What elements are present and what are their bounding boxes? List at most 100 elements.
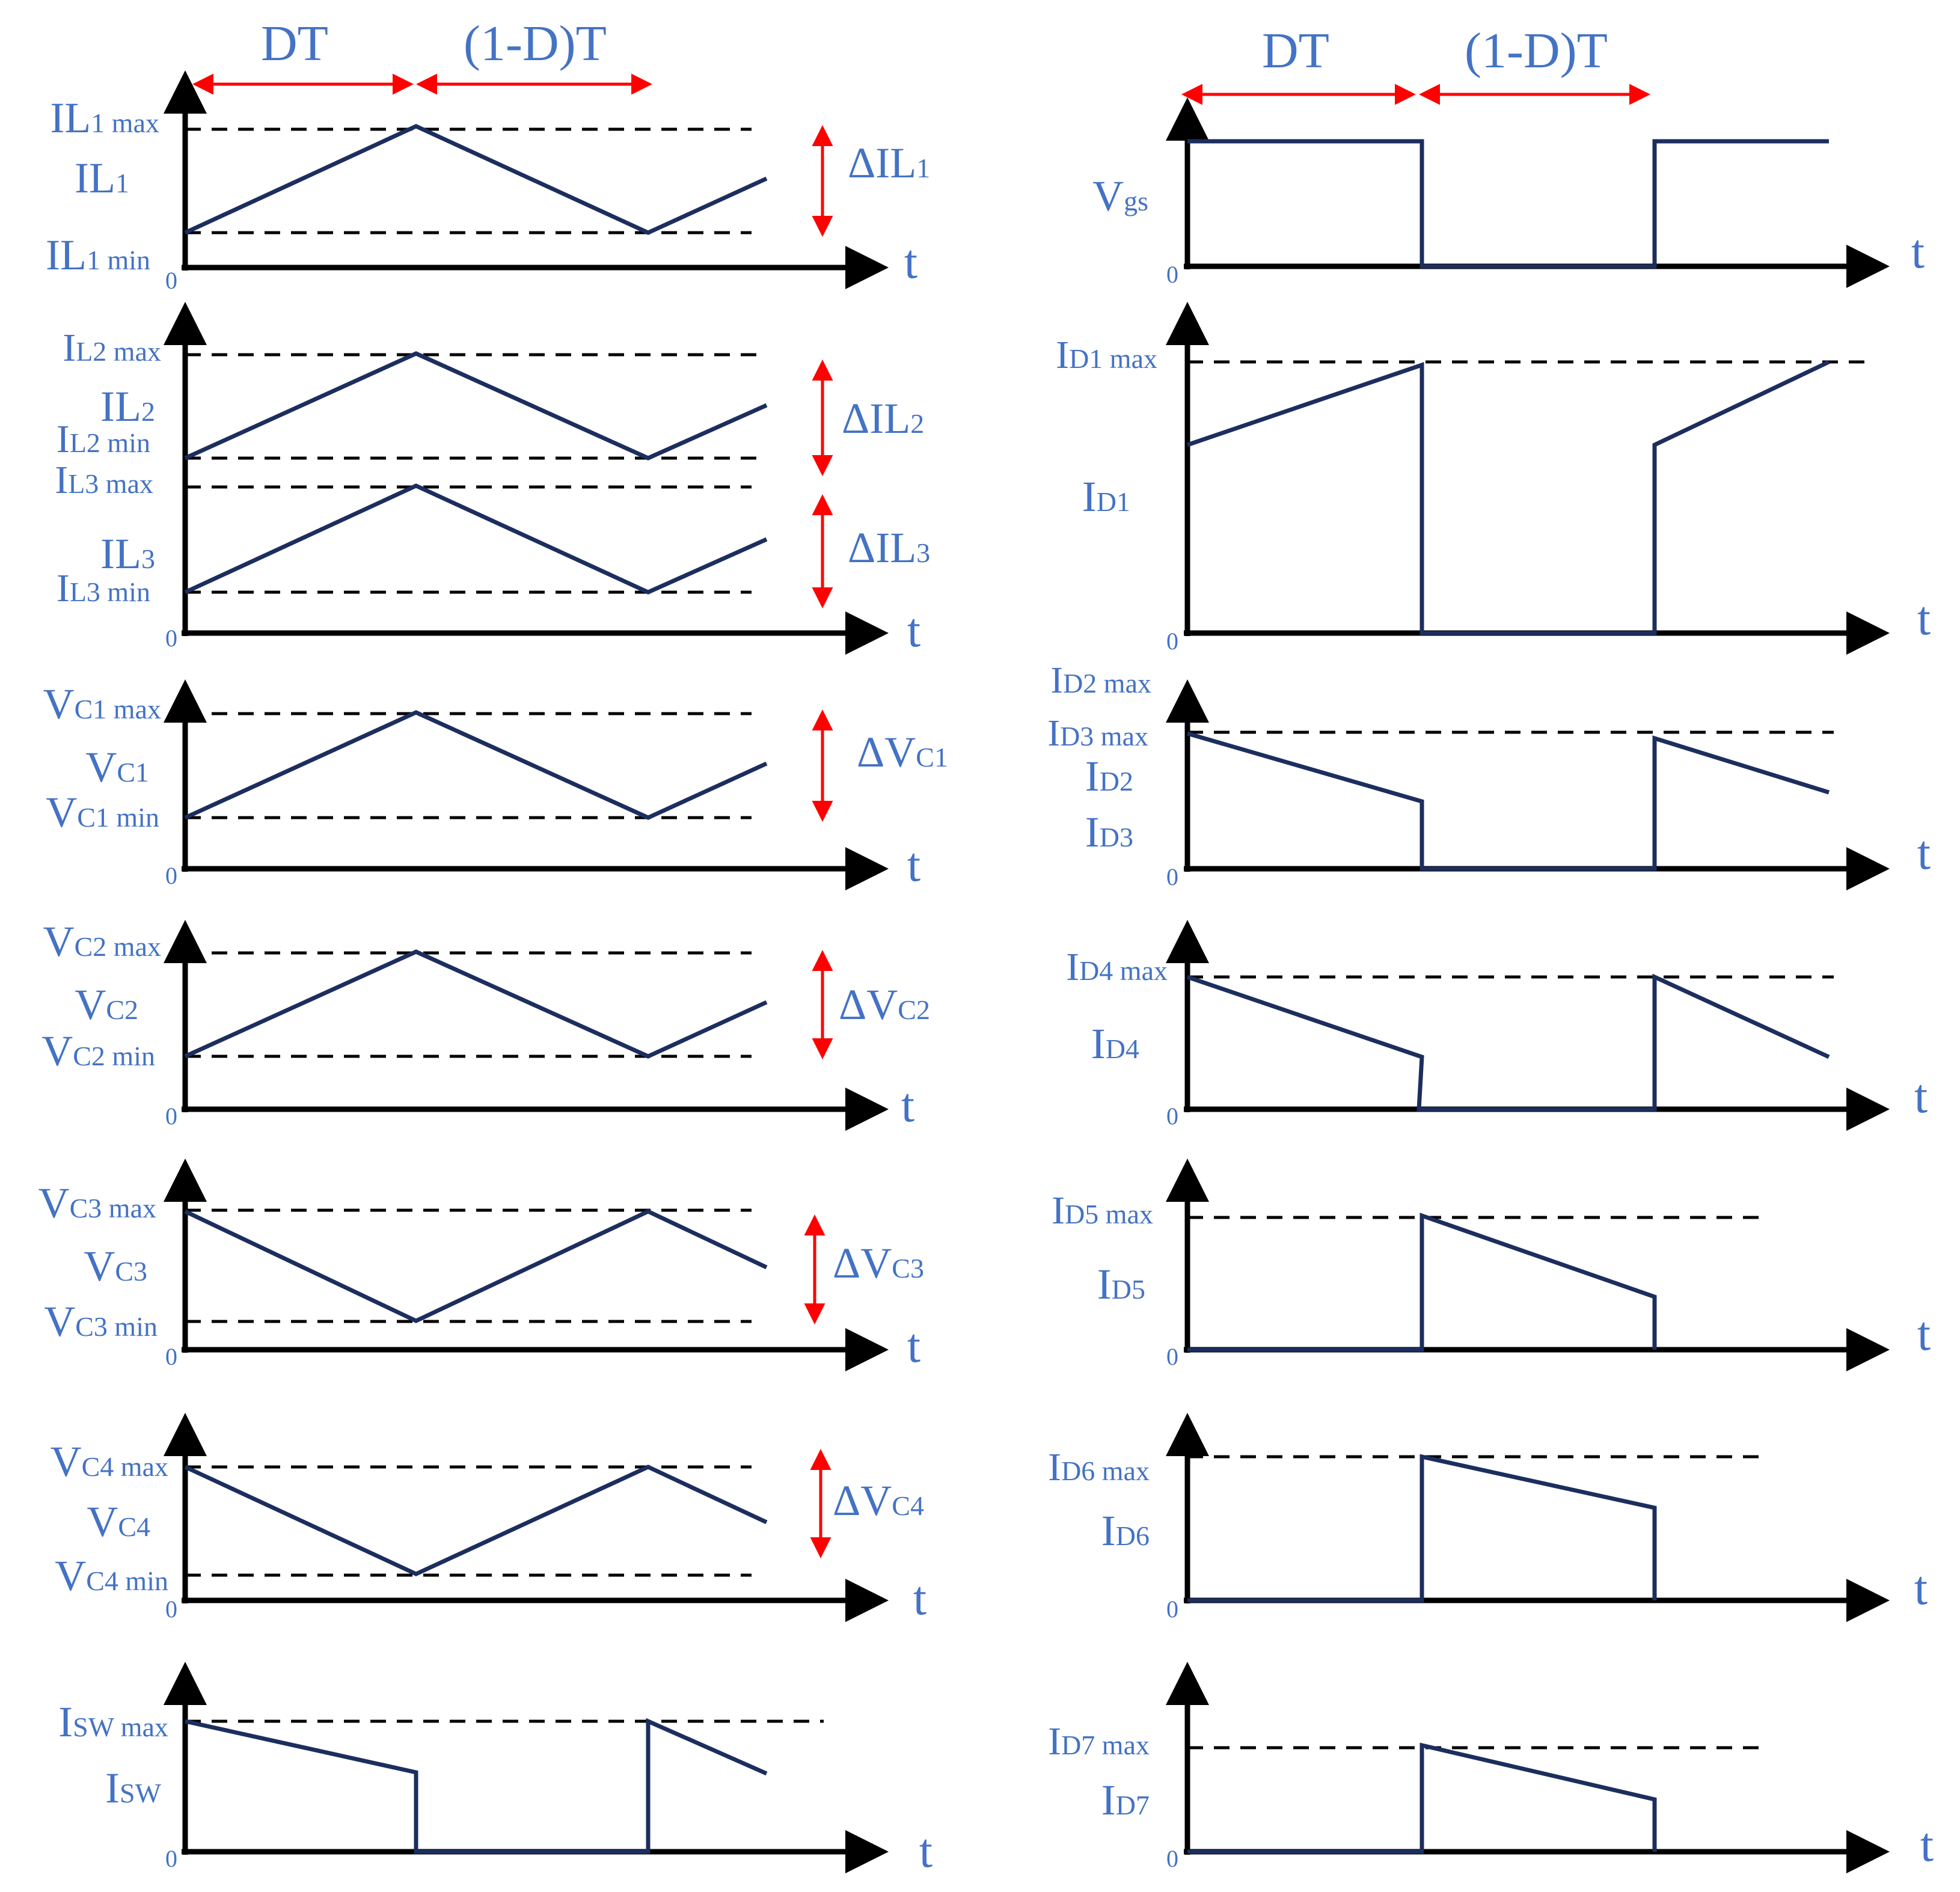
origin-label: 0 [1166,1596,1178,1623]
panel-id5: ID5 max ID5 0 t [1052,1159,1931,1371]
il2-min-label: IL2 min [57,417,150,461]
id2-id3-waveform [1187,731,1830,871]
id4-waveform [1186,973,1830,1112]
panel-il1: IL1 max IL1 IL1 min ΔIL1 0 t [46,70,930,294]
phase-header-left: DT (1-D)T [192,16,652,95]
vc4-waveform [184,1465,768,1576]
panel-vc2: VC2 max VC2 VC2 min ΔVC2 0 t [41,917,930,1132]
id1-max-label: ID1 max [1056,333,1157,377]
delta-il1-label: ΔIL1 [848,139,930,187]
vc2-max-label: VC2 max [43,917,161,966]
origin-label: 0 [165,862,177,889]
origin-label: 0 [1166,1845,1178,1872]
id2-max-label: ID2 max [1050,660,1151,701]
time-label: t [1911,225,1925,278]
il3-max-label: IL3 max [55,458,153,502]
isw-avg-label: ISW [105,1764,162,1812]
vc2-min-label: VC2 min [41,1027,155,1075]
panel-vc3: VC3 max VC3 VC3 min ΔVC3 0 t [38,1159,924,1373]
time-label: t [1917,827,1931,880]
id3-max-label: ID3 max [1047,713,1148,754]
il3-avg-label: IL3 [100,530,155,578]
delta-il3-label: ΔIL3 [848,524,930,572]
phase-rest-label: (1-D)T [464,16,607,72]
il1-avg-label: IL1 [75,154,129,202]
origin-label: 0 [1166,628,1178,655]
delta-vc2-label: ΔVC2 [839,981,930,1029]
time-label: t [907,604,920,657]
panel-vgs: Vgs 0 t [1092,97,1925,288]
id4-avg-label: ID4 [1091,1020,1139,1068]
time-label: t [904,236,917,289]
il1-waveform [184,124,768,235]
vc4-min-label: VC4 min [55,1552,168,1600]
vc1-avg-label: VC1 [85,743,149,791]
vc4-avg-label: VC4 [87,1498,150,1546]
vc3-waveform [184,1209,768,1323]
origin-label: 0 [165,1596,177,1623]
time-label: t [1917,592,1931,645]
phase-header-right: DT (1-D)T [1181,23,1650,105]
time-label: t [1920,1819,1934,1872]
time-label: t [907,839,920,892]
origin-label: 0 [165,625,177,652]
isw-max-label: ISW max [58,1698,168,1746]
panel-vc4: VC4 max VC4 VC4 min ΔVC4 0 t [51,1413,926,1625]
time-label: t [919,1825,933,1878]
origin-label: 0 [165,1343,177,1370]
panel-id6: ID6 max ID6 0 t [1048,1413,1928,1623]
id6-max-label: ID6 max [1048,1445,1150,1489]
id7-avg-label: ID7 [1101,1776,1150,1824]
vgs-label: Vgs [1092,172,1148,220]
vc2-waveform [184,949,768,1059]
isw-waveform [185,1718,768,1854]
origin-label: 0 [1166,1343,1178,1370]
id2-avg-label: ID2 [1085,752,1133,800]
vc3-min-label: VC3 min [44,1297,158,1346]
panel-il2-il3: IL2 max IL2 IL2 min IL3 max IL3 IL3 min … [55,302,930,657]
id4-max-label: ID4 max [1066,945,1168,989]
time-label: t [1914,1070,1928,1123]
il3-min-label: IL3 min [57,566,150,610]
il2-avg-label: IL2 [100,382,155,430]
delta-vc3-label: ΔVC3 [833,1239,924,1287]
id7-waveform [1187,1742,1657,1854]
id1-avg-label: ID1 [1082,473,1130,521]
panel-vc1: VC1 max VC1 VC1 min ΔVC1 0 t [43,679,948,892]
origin-label: 0 [165,1103,177,1130]
il3-waveform [184,483,768,595]
vc1-waveform [184,710,768,820]
time-label: t [913,1572,926,1625]
origin-label: 0 [165,1845,177,1872]
time-label: t [1917,1308,1931,1361]
id5-avg-label: ID5 [1097,1260,1145,1308]
vc4-max-label: VC4 max [51,1437,168,1486]
origin-label: 0 [165,267,177,294]
id3-avg-label: ID3 [1085,808,1133,856]
origin-label: 0 [1166,1103,1178,1130]
phase-dt-label: DT [261,16,328,72]
vc1-max-label: VC1 max [43,680,161,728]
panel-id2-id3: ID2 max ID3 max ID2 ID3 0 t [1047,660,1931,890]
il2-max-label: IL2 max [63,326,161,370]
id6-avg-label: ID6 [1101,1507,1150,1555]
id7-max-label: ID7 max [1048,1719,1150,1763]
phase-rest-label: (1-D)T [1465,23,1608,79]
panel-id4: ID4 max ID4 0 t [1066,920,1928,1131]
vc3-avg-label: VC3 [84,1242,147,1290]
time-label: t [901,1079,914,1132]
vc1-min-label: VC1 min [46,788,159,836]
delta-vc4-label: ΔVC4 [833,1477,924,1525]
origin-label: 0 [1166,863,1178,890]
vc3-max-label: VC3 max [38,1179,156,1227]
delta-vc1-label: ΔVC1 [857,728,948,776]
phase-dt-label: DT [1262,23,1329,79]
il1-max-label: IL1 max [50,94,159,142]
vgs-waveform [1187,139,1829,269]
panel-id7: ID7 max ID7 0 t [1048,1662,1934,1873]
vc2-avg-label: VC2 [75,981,138,1029]
panel-id1: ID1 max ID1 0 t [1056,302,1931,655]
time-label: t [907,1320,920,1373]
il2-waveform [184,351,768,461]
